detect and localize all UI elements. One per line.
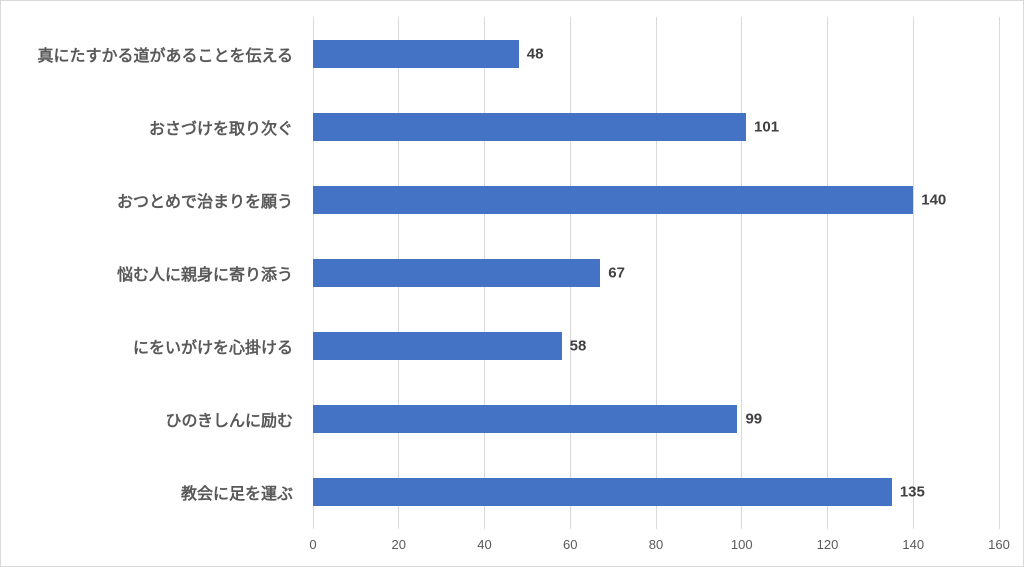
value-label: 58 (569, 337, 587, 355)
gridline (912, 17, 914, 529)
bar-row: 48 (313, 39, 999, 68)
x-tick-label: 160 (988, 537, 1010, 552)
x-tick-label: 100 (730, 537, 753, 552)
bar (313, 478, 892, 507)
category-label: 真にたすかる道があることを伝える (37, 47, 293, 65)
gridline (998, 17, 1000, 529)
bar-row: 140 (313, 185, 999, 214)
x-tick-label: 60 (563, 537, 578, 552)
category-label: にをいがけを心掛ける (132, 340, 293, 358)
bar (313, 332, 562, 361)
gridline (827, 17, 828, 529)
value-label: 99 (745, 410, 763, 428)
gridline (741, 17, 743, 529)
category-label: おつとめで治まりを願う (116, 193, 293, 211)
bar-row: 135 (313, 478, 999, 507)
value-label: 101 (754, 118, 780, 136)
category-axis: 真にたすかる道があることを伝えるおさづけを取り次ぐおつとめで治まりを願う 悩む人に… (1, 17, 303, 529)
bar (313, 39, 519, 68)
category-label: 悩む人に親身に寄り添う (116, 266, 293, 284)
category-label: ひのきしんに励む (165, 413, 293, 431)
x-tick-label: 80 (648, 537, 664, 552)
x-tick-label: 140 (902, 537, 925, 552)
bar-row: 58 (313, 332, 999, 361)
bar-row: 101 (313, 112, 999, 141)
bar (313, 405, 738, 434)
value-label: 67 (608, 264, 625, 282)
value-label: 135 (899, 483, 925, 501)
x-tick-label: 120 (816, 537, 839, 552)
category-label: 教会に足を運ぶ (180, 486, 293, 504)
value-axis: 0 20 40 60 80 100 120 140 160 (1, 537, 1023, 557)
bar (313, 185, 914, 214)
x-tick-label: 0 (309, 537, 317, 552)
plot-area: 48 101 140 67 58 99 135 (312, 17, 1000, 529)
bar-row: 67 (313, 259, 999, 287)
x-tick-label: 40 (477, 537, 492, 552)
gridline (655, 17, 657, 529)
x-tick-label: 20 (391, 537, 406, 552)
value-label: 48 (526, 45, 544, 63)
category-label: おさづけを取り次ぐ (148, 120, 293, 138)
bar-row: 99 (313, 405, 999, 434)
bar (313, 112, 747, 141)
bar (313, 259, 601, 287)
value-label: 140 (921, 191, 947, 209)
